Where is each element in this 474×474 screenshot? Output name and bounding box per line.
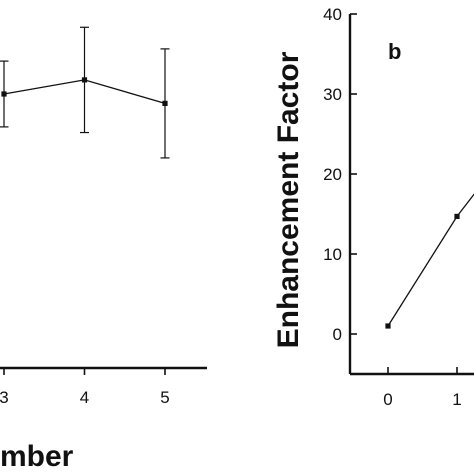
panel-b: 0 10 20 30 40 0 1 Enhancement Factor b [272, 5, 474, 409]
panel-b-label: b [388, 39, 401, 64]
panel-b-y-tick-label: 10 [323, 245, 342, 264]
panel-b-data-point [385, 323, 391, 329]
panel-a-data-point [162, 100, 168, 106]
panel-b-y-tick-label: 40 [323, 5, 342, 24]
panel-a-x-tick-label: 3 [0, 388, 9, 407]
panel-a-x-axis-title: mber [0, 440, 74, 473]
panel-b-y-tick-label: 0 [333, 325, 342, 344]
panel-a-data-point [1, 91, 7, 97]
panel-b-x-tick-label: 1 [452, 390, 461, 409]
panel-b-data-point [454, 213, 460, 219]
panel-a-x-tick-label: 5 [160, 388, 169, 407]
panel-b-y-axis-title: Enhancement Factor [272, 51, 305, 348]
panel-a-x-tick-label: 4 [80, 388, 89, 407]
panel-b-y-tick-label: 20 [323, 165, 342, 184]
panel-b-series-line [387, 193, 474, 327]
panel-a-data-point [81, 77, 88, 83]
panel-b-y-tick-label: 30 [323, 85, 342, 104]
panel-a: 3 4 5 mber [0, 26, 207, 473]
panel-b-x-tick-label: 0 [383, 390, 392, 409]
